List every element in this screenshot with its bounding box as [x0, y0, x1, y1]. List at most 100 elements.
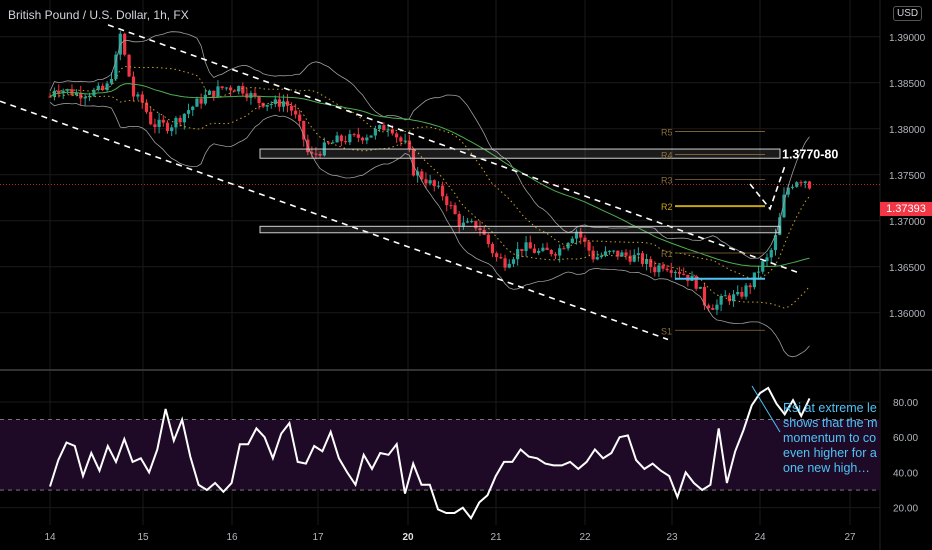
candle-body [499, 257, 503, 259]
candle-body [348, 134, 352, 143]
envelope-lower [50, 94, 810, 309]
candle-body [562, 248, 566, 250]
candle-body [440, 185, 445, 197]
candle-body [649, 259, 653, 268]
candle-body [273, 99, 277, 105]
candle-body [478, 228, 482, 231]
rsi-tick-label: 40.00 [893, 468, 918, 479]
candle-body [191, 106, 195, 111]
resistance-zone [259, 225, 781, 234]
candle-body [736, 291, 740, 295]
candle-body [352, 134, 356, 136]
candle-body [620, 252, 624, 257]
candle-body [335, 135, 339, 143]
candle-body [326, 142, 331, 144]
candle-body [136, 94, 140, 97]
currency-button[interactable]: USD [893, 6, 923, 21]
candle-body [715, 304, 719, 310]
candle-body [470, 221, 474, 223]
candle-body [245, 93, 249, 98]
candle-body [583, 237, 587, 242]
candle-body [449, 205, 453, 207]
x-tick-label: 16 [226, 532, 238, 543]
candle-body [677, 271, 682, 274]
x-tick-label: 27 [844, 532, 856, 543]
candle-body [207, 90, 212, 95]
candle-body [453, 205, 457, 214]
candle-body [756, 271, 761, 273]
pivot-label: S1 [661, 326, 672, 336]
candle-body [520, 249, 524, 251]
candle-body [220, 86, 224, 88]
candle-body [294, 110, 298, 115]
chart-title: British Pound / U.S. Dollar, 1h, FX [8, 8, 189, 22]
pivot-label: R2 [661, 202, 673, 212]
candle-body [170, 127, 174, 132]
candle-body [723, 295, 727, 297]
x-tick-label: 21 [490, 532, 502, 543]
candle-body [694, 276, 698, 289]
rsi-tick-label: 20.00 [893, 504, 918, 515]
candle-body [424, 179, 428, 184]
candle-body [432, 180, 436, 187]
candle-body [65, 89, 70, 91]
candle-body [490, 243, 495, 254]
candle-body [803, 181, 807, 184]
candle-body [786, 187, 790, 195]
candle-body [298, 114, 302, 122]
pivot-label: R5 [661, 128, 673, 138]
candle-body [157, 119, 161, 128]
candle-body [657, 265, 661, 273]
resistance-zone [259, 148, 781, 159]
y-tick-label: 1.38500 [889, 79, 926, 90]
candle-body [719, 296, 723, 305]
x-tick-label: 22 [579, 532, 591, 543]
candle-body [195, 98, 199, 107]
x-tick-label: 14 [44, 532, 56, 543]
candle-body [237, 86, 241, 92]
candle-body [748, 285, 752, 288]
candle-body [96, 85, 100, 90]
rsi-line [49, 386, 811, 521]
candle-body [339, 135, 343, 142]
candle-body [57, 90, 61, 94]
candle-body [265, 104, 269, 107]
candle-body [399, 137, 403, 142]
candle-body [403, 140, 407, 142]
candle-body [665, 268, 669, 271]
candle-body [799, 182, 803, 184]
annotation-line: shows that the m [783, 416, 878, 430]
candle-body [224, 87, 228, 89]
moving-average [49, 83, 810, 267]
annotation-line: Rsi at extreme le [783, 401, 877, 415]
candle-body [314, 153, 318, 155]
candle-body [740, 291, 744, 297]
candle-body [87, 95, 92, 98]
candle-body [378, 125, 382, 130]
candle-body [127, 54, 131, 77]
candle-body [661, 265, 665, 269]
candle-body [727, 295, 732, 302]
candle-body [558, 248, 562, 256]
candle-body [457, 213, 461, 227]
candle-body [566, 243, 570, 249]
envelope-upper [49, 66, 810, 279]
candle-body [361, 137, 365, 141]
candle-body [795, 182, 799, 187]
candle-body [277, 99, 281, 107]
candle-body [105, 83, 109, 91]
candle-body [553, 254, 558, 256]
candle-body [698, 286, 702, 289]
y-tick-label: 1.36000 [889, 309, 926, 320]
candle-body [199, 98, 203, 104]
candle-body [524, 242, 528, 251]
pivot-label: R4 [661, 151, 673, 161]
candle-body [579, 231, 583, 238]
candle-body [773, 234, 778, 251]
candle-body [616, 250, 620, 257]
annotation-line: one new high… [783, 461, 870, 475]
candle-body [318, 153, 322, 156]
candle-body [395, 133, 399, 138]
candle-body [644, 259, 649, 264]
